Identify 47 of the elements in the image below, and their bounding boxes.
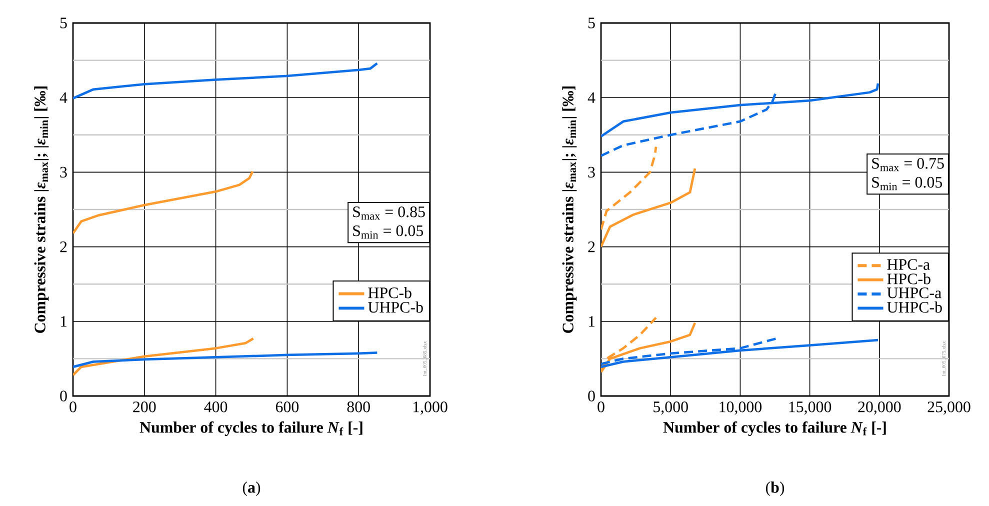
- x-tick-label: 400: [204, 402, 228, 412]
- annotation: S$_{min}$ = 0.05: [353, 225, 424, 239]
- y-tick-label: 3: [588, 166, 595, 178]
- x-tick-label: 800: [347, 402, 370, 412]
- x-tick-label: 600: [276, 402, 299, 412]
- y-tick-label: 4: [588, 92, 596, 103]
- legend-label: UHPC-a: [887, 288, 942, 298]
- line-series: [73, 170, 254, 235]
- y-tick-label: 5: [60, 18, 67, 28]
- x-tick-label: 10,000: [720, 402, 762, 415]
- x-axis-title: Number of cycles to failure N$_{f}$ [-]: [663, 421, 886, 436]
- line-series: [73, 62, 378, 100]
- y-axis-title: Compressive strains |ε$_{max}$|; |ε$_{min}$| [‰]: [34, 86, 49, 333]
- y-tick-label: 2: [588, 242, 595, 252]
- x-tick-label: 5,000: [654, 402, 688, 415]
- legend-label: HPC-b: [368, 287, 412, 298]
- x-tick-label: 25,000: [928, 402, 970, 415]
- x-tick-label: 1,000: [413, 402, 448, 415]
- y-tick-label: 0: [60, 390, 67, 402]
- y-tick-label: 1: [60, 316, 67, 327]
- x-tick-label: 15,000: [789, 402, 832, 415]
- annotation: S$_{max}$ = 0.85: [353, 206, 425, 220]
- legend-label: UHPC-b: [887, 301, 942, 313]
- text: (a): [242, 482, 260, 496]
- y-axis-title: Compressive strains |ε$_{max}$|; |ε$_{min}$| [‰]: [562, 86, 577, 333]
- x-tick-label: 200: [133, 402, 156, 412]
- x-tick-label: 0: [598, 402, 604, 412]
- y-tick-label: 4: [60, 92, 68, 103]
- y-tick-label: 5: [588, 18, 595, 28]
- line-series: [601, 167, 696, 248]
- line-series: [73, 337, 254, 376]
- y-tick-label: 1: [588, 316, 595, 327]
- x-tick-label: 0: [70, 402, 76, 412]
- y-tick-label: 0: [588, 390, 595, 402]
- legend-label: UHPC-b: [368, 301, 423, 313]
- annotation: S$_{max}$ = 0.75: [872, 158, 944, 172]
- annotation: S$_{min}$ = 0.05: [872, 176, 942, 190]
- x-axis-title: Number of cycles to failure N$_{f}$ [-]: [140, 421, 362, 436]
- line-series: [601, 338, 880, 368]
- line-series: [601, 146, 658, 231]
- legend-label: HPC-b: [887, 273, 930, 284]
- legend-label: HPC-a: [887, 259, 930, 270]
- y-tick-label: 3: [60, 166, 67, 178]
- text: (b): [766, 482, 784, 496]
- x-tick-label: 20,000: [858, 402, 901, 415]
- line-series: [73, 352, 378, 368]
- y-tick-label: 2: [60, 242, 67, 252]
